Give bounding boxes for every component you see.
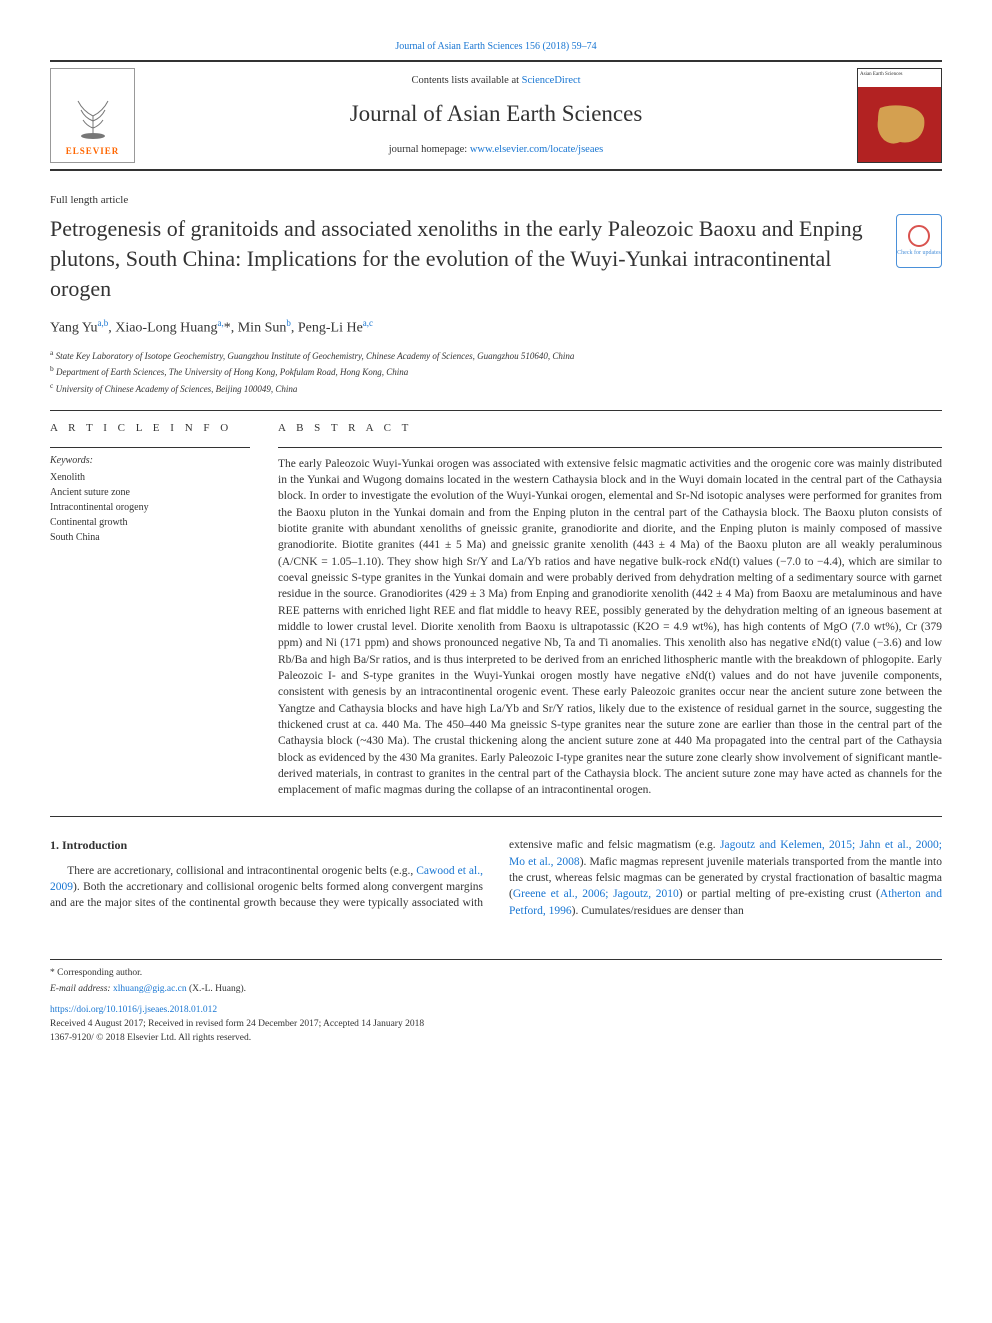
author-list: Yang Yua,b, Xiao-Long Huanga,*, Min Sunb…	[50, 317, 942, 338]
header-journal-citation: Journal of Asian Earth Sciences 156 (201…	[50, 40, 942, 54]
section-heading-introduction: 1. Introduction	[50, 837, 483, 854]
elsevier-tree-icon	[63, 86, 123, 141]
divider	[50, 410, 942, 411]
sciencedirect-link[interactable]: ScienceDirect	[522, 75, 581, 86]
journal-citation-link[interactable]: Journal of Asian Earth Sciences 156 (201…	[395, 41, 596, 52]
journal-homepage-link[interactable]: www.elsevier.com/locate/jseaes	[470, 144, 603, 155]
article-footer: * Corresponding author. E-mail address: …	[50, 959, 942, 1045]
elsevier-logo-text: ELSEVIER	[66, 145, 120, 158]
journal-name: Journal of Asian Earth Sciences	[135, 98, 857, 130]
journal-homepage-line: journal homepage: www.elsevier.com/locat…	[135, 143, 857, 158]
article-info-heading: A R T I C L E I N F O	[50, 421, 250, 436]
journal-cover-thumbnail: Asian Earth Sciences	[857, 68, 942, 163]
divider	[50, 816, 942, 817]
crossmark-icon	[908, 225, 930, 247]
body-two-column: 1. Introduction There are accretionary, …	[50, 837, 942, 919]
cover-title-strip: Asian Earth Sciences	[858, 69, 941, 87]
article-info-column: A R T I C L E I N F O Keywords: Xenolith…	[50, 421, 250, 798]
article-title: Petrogenesis of granitoids and associate…	[50, 214, 882, 303]
keywords-label: Keywords:	[50, 454, 250, 468]
contents-available-line: Contents lists available at ScienceDirec…	[135, 74, 857, 89]
divider	[278, 447, 942, 448]
asia-map-icon	[870, 100, 930, 150]
homepage-prefix: journal homepage:	[389, 144, 470, 155]
check-updates-badge[interactable]: Check for updates	[896, 214, 942, 268]
check-updates-label: Check for updates	[897, 249, 941, 257]
email-label: E-mail address:	[50, 984, 113, 994]
copyright-line: 1367-9120/ © 2018 Elsevier Ltd. All righ…	[50, 1031, 942, 1045]
abstract-text: The early Paleozoic Wuyi-Yunkai orogen w…	[278, 456, 942, 799]
elsevier-logo: ELSEVIER	[50, 68, 135, 163]
corresponding-author-note: * Corresponding author.	[50, 966, 942, 980]
contents-prefix: Contents lists available at	[411, 75, 521, 86]
email-line: E-mail address: xlhuang@gig.ac.cn (X.-L.…	[50, 982, 942, 996]
article-type-label: Full length article	[50, 193, 942, 208]
abstract-heading: A B S T R A C T	[278, 421, 942, 436]
keywords-list: XenolithAncient suture zoneIntracontinen…	[50, 470, 250, 545]
corresponding-email-link[interactable]: xlhuang@gig.ac.cn	[113, 984, 187, 994]
article-dates: Received 4 August 2017; Received in revi…	[50, 1017, 942, 1031]
email-attribution: (X.-L. Huang).	[187, 984, 246, 994]
divider	[50, 447, 250, 448]
journal-header: ELSEVIER Contents lists available at Sci…	[50, 60, 942, 171]
abstract-column: A B S T R A C T The early Paleozoic Wuyi…	[278, 421, 942, 798]
doi-link[interactable]: https://doi.org/10.1016/j.jseaes.2018.01…	[50, 1005, 217, 1015]
affiliations-list: a State Key Laboratory of Isotope Geoche…	[50, 347, 942, 397]
